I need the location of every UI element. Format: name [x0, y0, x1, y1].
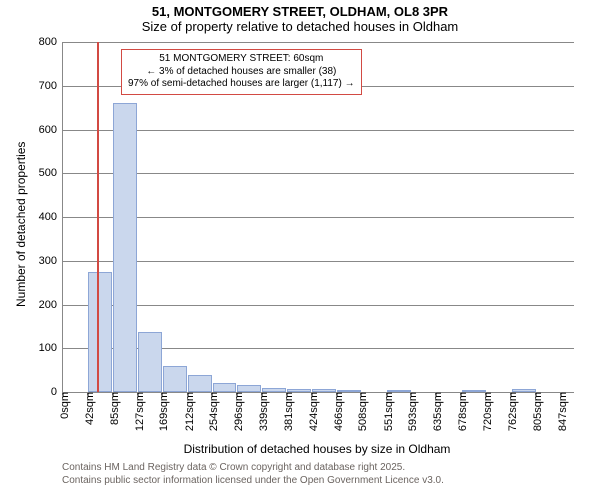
x-tick-label: 339sqm: [254, 392, 270, 431]
x-tick-label: 720sqm: [478, 392, 494, 431]
x-axis-label: Distribution of detached houses by size …: [62, 442, 572, 456]
x-tick-label: 805sqm: [528, 392, 544, 431]
histogram-bar: [213, 383, 237, 392]
y-tick-label: 200: [39, 299, 63, 311]
y-axis-label: Number of detached properties: [14, 142, 28, 307]
histogram-bar: [113, 103, 137, 392]
y-tick-label: 100: [39, 342, 63, 354]
y-tick-label: 700: [39, 80, 63, 92]
x-tick-label: 254sqm: [204, 392, 220, 431]
chart-title: 51, MONTGOMERY STREET, OLDHAM, OL8 3PR S…: [0, 0, 600, 34]
attribution-footer: Contains HM Land Registry data © Crown c…: [62, 462, 444, 487]
x-tick-label: 762sqm: [503, 392, 519, 431]
histogram-bar: [188, 375, 212, 392]
title-line-1: 51, MONTGOMERY STREET, OLDHAM, OL8 3PR: [0, 4, 600, 19]
gridline: [63, 217, 573, 218]
annotation-line: 51 MONTGOMERY STREET: 60sqm: [128, 53, 355, 66]
x-tick-label: 678sqm: [453, 392, 469, 431]
gridline: [63, 42, 573, 43]
y-tick-label: 800: [39, 36, 63, 48]
x-tick-label: 466sqm: [329, 392, 345, 431]
x-tick-label: 212sqm: [180, 392, 196, 431]
footer-line-2: Contains public sector information licen…: [62, 475, 444, 488]
y-tick-label: 400: [39, 211, 63, 223]
x-tick-label: 85sqm: [105, 392, 121, 425]
y-tick-label: 300: [39, 255, 63, 267]
annotation-box: 51 MONTGOMERY STREET: 60sqm← 3% of detac…: [121, 49, 362, 95]
y-tick-label: 600: [39, 124, 63, 136]
histogram-bar: [88, 272, 112, 392]
x-tick-label: 508sqm: [353, 392, 369, 431]
y-tick-label: 500: [39, 167, 63, 179]
x-tick-label: 847sqm: [553, 392, 569, 431]
footer-line-1: Contains HM Land Registry data © Crown c…: [62, 462, 444, 475]
x-tick-label: 0sqm: [55, 392, 71, 419]
annotation-line: ← 3% of detached houses are smaller (38): [128, 66, 355, 79]
x-tick-label: 296sqm: [229, 392, 245, 431]
gridline: [63, 130, 573, 131]
x-tick-label: 127sqm: [130, 392, 146, 431]
x-tick-label: 551sqm: [379, 392, 395, 431]
x-tick-label: 381sqm: [279, 392, 295, 431]
gridline: [63, 173, 573, 174]
gridline: [63, 305, 573, 306]
x-tick-label: 635sqm: [428, 392, 444, 431]
property-marker-line: [97, 42, 99, 392]
title-line-2: Size of property relative to detached ho…: [0, 19, 600, 34]
x-tick-label: 424sqm: [304, 392, 320, 431]
histogram-plot-area: 01002003004005006007008000sqm42sqm85sqm1…: [62, 42, 573, 393]
gridline: [63, 261, 573, 262]
annotation-line: 97% of semi-detached houses are larger (…: [128, 78, 355, 91]
x-tick-label: 593sqm: [403, 392, 419, 431]
histogram-bar: [163, 366, 187, 392]
x-tick-label: 169sqm: [154, 392, 170, 431]
x-tick-label: 42sqm: [80, 392, 96, 425]
histogram-bar: [138, 332, 162, 392]
